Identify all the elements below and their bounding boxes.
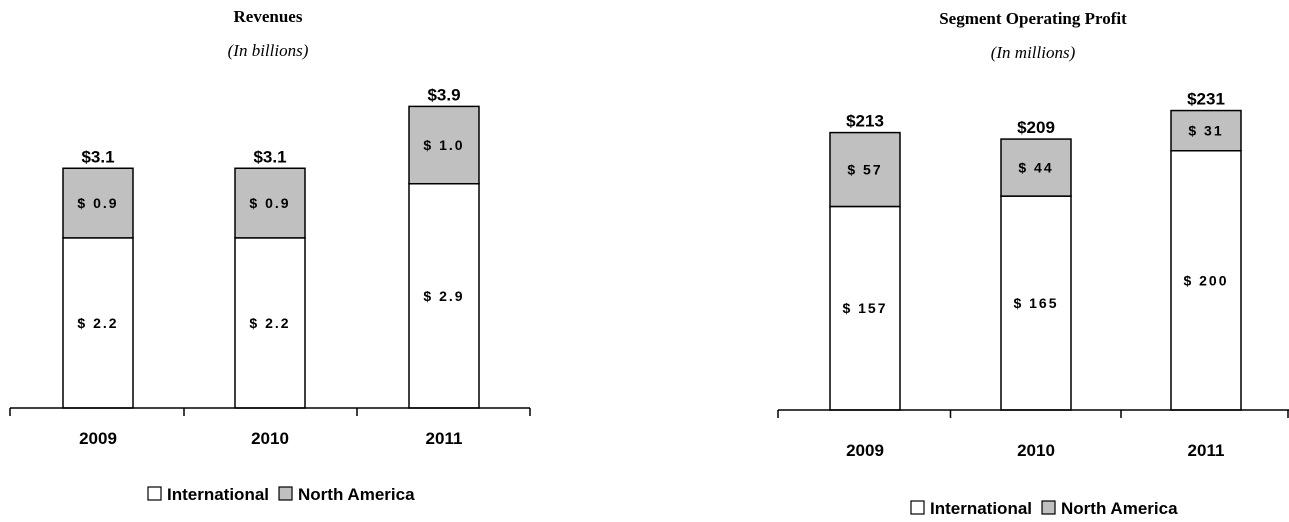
operating-profit-bar-north-america-2010 xyxy=(1000,138,1072,197)
operating-profit-total-label-2009: $213 xyxy=(846,112,884,131)
operating-profit-label-international-2011: $ 200 xyxy=(1183,272,1228,288)
revenues-x-tick-2010: 2010 xyxy=(251,429,289,448)
operating-profit-legend-label-north-america: North America xyxy=(1061,499,1178,518)
operating-profit-bar-north-america-2011 xyxy=(1170,109,1242,152)
operating-profit-subtitle: (In millions) xyxy=(991,43,1076,62)
operating-profit-total-label-2011: $231 xyxy=(1187,90,1225,109)
revenues-legend-label-north-america: North America xyxy=(298,485,415,504)
revenues-bar-north-america-2009 xyxy=(62,167,134,239)
revenues-total-label-2011: $3.9 xyxy=(427,85,460,104)
revenues-legend-swatch-international xyxy=(147,486,162,501)
revenues-bar-international-2009 xyxy=(62,237,134,409)
revenues-legend-swatch-north-america xyxy=(278,486,293,501)
operating-profit-bar-north-america-2009 xyxy=(829,131,901,208)
revenues-title: Revenues xyxy=(234,7,303,26)
revenues-total-label-2009: $3.1 xyxy=(81,147,114,166)
operating-profit-title: Segment Operating Profit xyxy=(939,9,1127,28)
revenues-bar-north-america-2010 xyxy=(234,167,306,239)
operating-profit-label-north-america-2011: $ 31 xyxy=(1188,123,1223,139)
revenues-x-tick-2009: 2009 xyxy=(79,429,117,448)
operating-profit-x-tick-2011: 2011 xyxy=(1188,441,1225,460)
operating-profit-label-north-america-2010: $ 44 xyxy=(1018,160,1053,176)
revenues-label-international-2010: $ 2.2 xyxy=(249,315,290,331)
revenues-x-tick-2011: 2011 xyxy=(426,429,463,448)
operating-profit-legend-label-international: International xyxy=(930,499,1032,518)
revenues-label-north-america-2009: $ 0.9 xyxy=(77,195,118,211)
operating-profit-label-north-america-2009: $ 57 xyxy=(847,162,882,178)
operating-profit-bar-international-2010 xyxy=(1000,195,1072,411)
revenues-bar-north-america-2011 xyxy=(408,105,480,185)
operating-profit-bar-international-2011 xyxy=(1170,149,1242,411)
operating-profit-bar-international-2009 xyxy=(829,205,901,411)
revenues-subtitle: (In billions) xyxy=(228,41,309,60)
revenues-label-north-america-2010: $ 0.9 xyxy=(249,195,290,211)
revenues-legend-label-international: International xyxy=(167,485,269,504)
operating-profit-total-label-2010: $209 xyxy=(1017,118,1055,137)
revenues-total-label-2010: $3.1 xyxy=(253,147,286,166)
operating-profit-x-tick-2009: 2009 xyxy=(846,441,884,460)
operating-profit-legend-swatch-international xyxy=(910,500,925,515)
operating-profit-x-tick-2010: 2010 xyxy=(1017,441,1055,460)
revenues-label-international-2011: $ 2.9 xyxy=(423,288,464,304)
revenues-label-north-america-2011: $ 1.0 xyxy=(423,137,464,153)
operating-profit-label-international-2010: $ 165 xyxy=(1013,295,1058,311)
operating-profit-label-international-2009: $ 157 xyxy=(842,300,887,316)
revenues-label-international-2009: $ 2.2 xyxy=(77,315,118,331)
operating-profit-legend-swatch-north-america xyxy=(1041,500,1056,515)
